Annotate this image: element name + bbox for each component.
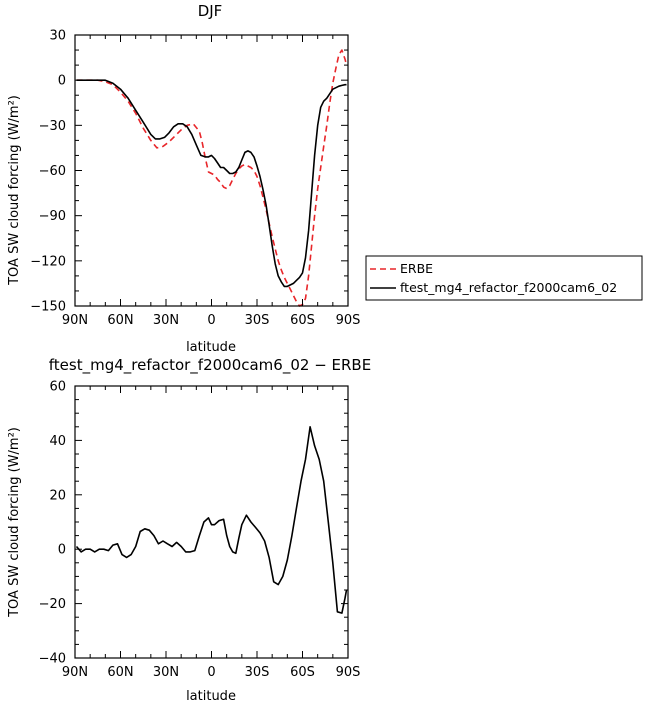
top-y-tick-label: −90 xyxy=(39,209,66,224)
bottom-plot-frame xyxy=(74,385,349,659)
bottom-plot-area: 90N 60N 30N 0 30S 60S 90S 60 40 20 0 −20 −40 xyxy=(39,380,361,681)
top-series-line-0 xyxy=(76,49,348,307)
top-series-line-1 xyxy=(76,79,347,288)
bottom-y-tick-label: 60 xyxy=(49,380,66,395)
bottom-y-tick-label: −40 xyxy=(39,652,66,667)
top-y-tick-label: −150 xyxy=(30,300,66,315)
bottom-panel: ftest_mg4_refactor_f2000cam6_02 − ERBE 9… xyxy=(7,356,371,704)
top-plot-frame xyxy=(74,34,349,307)
top-y-tick-label: 0 xyxy=(58,74,66,89)
top-plot-area: 90N 60N 30N 0 30S 60S 90S 30 0 −30 −60 −90 −120 −150 xyxy=(30,29,360,329)
top-x-tick-label: 60S xyxy=(290,313,315,328)
top-y-axis-label: TOA SW cloud forcing (W/m²) xyxy=(7,95,22,286)
top-y-tick-label: −60 xyxy=(39,164,66,179)
top-y-tick-label: −120 xyxy=(30,254,66,269)
top-y-tick-label: −30 xyxy=(39,119,66,134)
legend-label-erbe: ERBE xyxy=(400,261,433,276)
bottom-x-tick-label: 30S xyxy=(245,665,270,680)
bottom-x-tick-label: 30N xyxy=(153,665,179,680)
bottom-panel-title: ftest_mg4_refactor_f2000cam6_02 − ERBE xyxy=(49,356,371,375)
top-x-tick-label: 60N xyxy=(107,313,133,328)
bottom-x-tick-label: 0 xyxy=(207,665,215,680)
bottom-x-axis-label: latitude xyxy=(186,689,236,704)
bottom-x-tick-label: 60S xyxy=(290,665,315,680)
bottom-x-tick-label: 90N xyxy=(62,665,88,680)
top-x-axis-label: latitude xyxy=(186,340,236,355)
bottom-series-line-0 xyxy=(75,425,348,614)
top-x-tick-label: 0 xyxy=(207,313,215,328)
top-x-tick-label: 90N xyxy=(62,313,88,328)
bottom-x-tick-label: 90S xyxy=(336,665,361,680)
top-x-tick-label: 30N xyxy=(153,313,179,328)
bottom-y-axis-label: TOA SW cloud forcing (W/m²) xyxy=(7,427,22,618)
bottom-x-tick-label: 60N xyxy=(107,665,133,680)
top-x-tick-label: 90S xyxy=(336,313,361,328)
bottom-y-tick-label: 0 xyxy=(58,543,66,558)
legend-label-model: ftest_mg4_refactor_f2000cam6_02 xyxy=(400,280,617,295)
bottom-y-tick-label: 40 xyxy=(49,434,66,449)
top-panel: DJF 90N 60N 30N 0 30S 60S 90S 30 0 −30 −60 −90 −120 −… xyxy=(7,2,360,355)
legend: ERBE ftest_mg4_refactor_f2000cam6_02 xyxy=(365,255,643,301)
top-y-tick-label: 30 xyxy=(49,29,66,44)
top-x-tick-label: 30S xyxy=(245,313,270,328)
bottom-y-tick-label: 20 xyxy=(49,488,66,503)
top-panel-title: DJF xyxy=(198,2,223,20)
legend-box xyxy=(365,255,643,301)
bottom-y-tick-label: −20 xyxy=(39,597,66,612)
